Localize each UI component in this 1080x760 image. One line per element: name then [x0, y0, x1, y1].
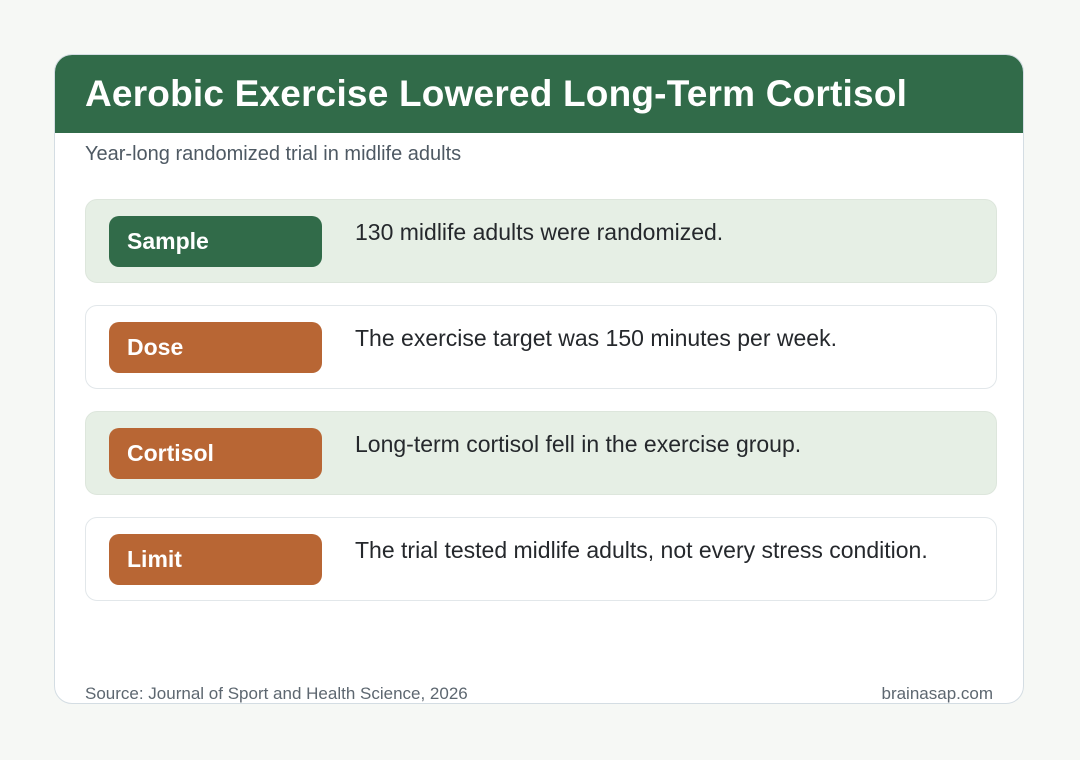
row-cortisol: Cortisol Long-term cortisol fell in the …	[85, 411, 997, 495]
summary-card: Aerobic Exercise Lowered Long-Term Corti…	[54, 54, 1024, 704]
badge-sample: Sample	[109, 216, 322, 267]
site-credit: brainasap.com	[881, 684, 993, 703]
row-dose-text: The exercise target was 150 minutes per …	[355, 325, 837, 351]
source-citation: Source: Journal of Sport and Health Scie…	[85, 684, 468, 703]
badge-dose: Dose	[109, 322, 322, 373]
row-limit: Limit The trial tested midlife adults, n…	[85, 517, 997, 601]
subtitle: Year-long randomized trial in midlife ad…	[85, 143, 462, 165]
row-limit-text: The trial tested midlife adults, not eve…	[355, 537, 928, 563]
badge-cortisol: Cortisol	[109, 428, 322, 479]
row-sample-text: 130 midlife adults were randomized.	[355, 219, 724, 245]
row-dose: Dose The exercise target was 150 minutes…	[85, 305, 997, 389]
row-cortisol-text: Long-term cortisol fell in the exercise …	[355, 431, 802, 457]
badge-limit: Limit	[109, 534, 322, 585]
row-sample: Sample 130 midlife adults were randomize…	[85, 199, 997, 283]
title-banner: Aerobic Exercise Lowered Long-Term Corti…	[55, 55, 1023, 133]
page-title: Aerobic Exercise Lowered Long-Term Corti…	[85, 73, 908, 114]
